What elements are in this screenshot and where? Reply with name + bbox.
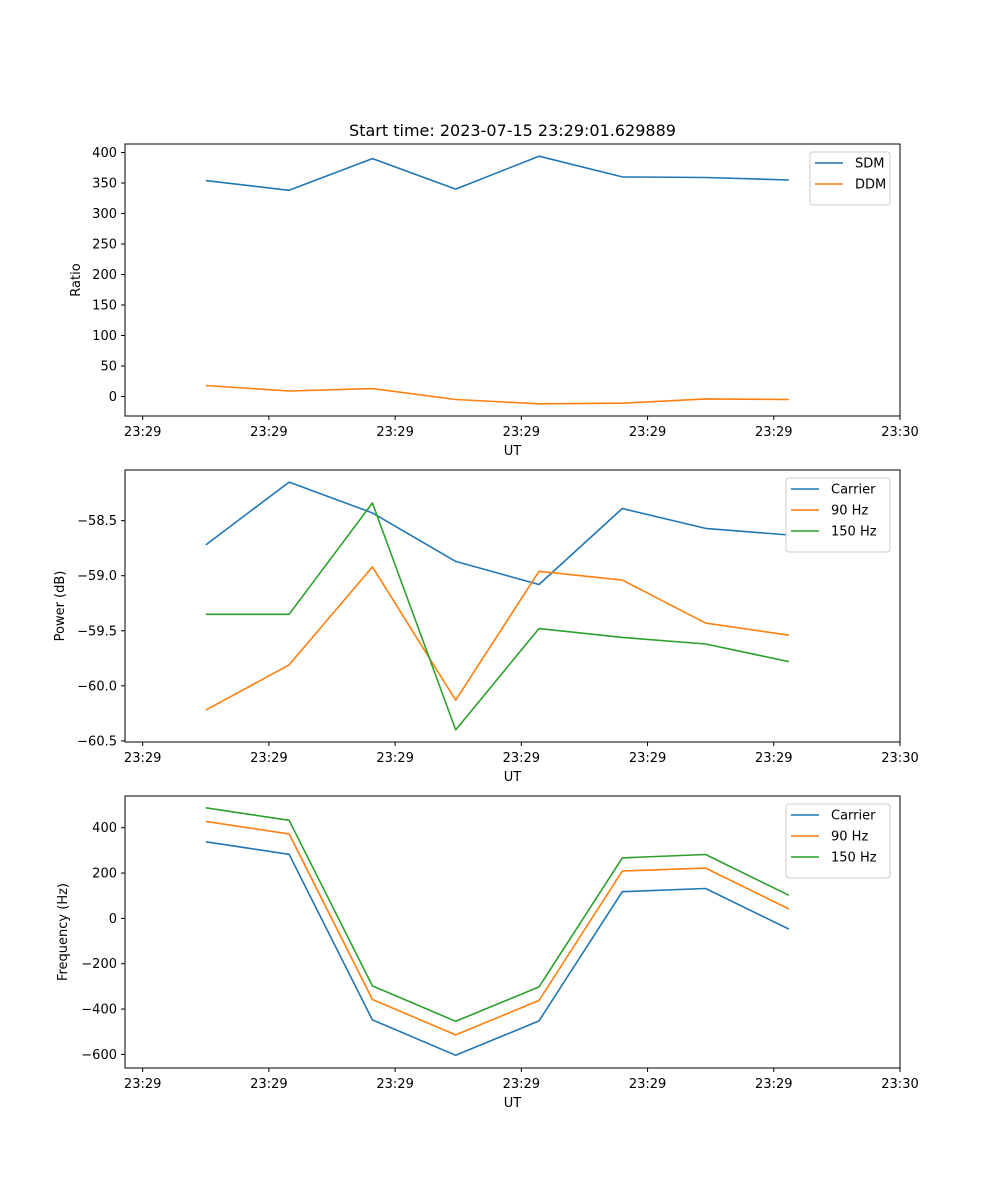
y-axis-label: Frequency (Hz) [56, 883, 71, 981]
y-tick-label: 250 [92, 238, 117, 253]
y-tick-label: −58.5 [77, 514, 117, 529]
y-tick-label: −59.0 [77, 569, 117, 584]
y-tick-label: −200 [81, 957, 117, 972]
y-tick-label: 200 [92, 268, 117, 283]
x-tick-label: 23:29 [124, 425, 161, 440]
legend-box [785, 477, 891, 553]
axes-frame [124, 143, 901, 417]
axes-frame [124, 469, 901, 743]
series-line-carrier [205, 841, 790, 1057]
x-tick-label: 23:29 [755, 425, 792, 440]
series-line-carrier [205, 481, 789, 586]
series-line-150-hz [205, 502, 790, 731]
y-tick-label: 300 [92, 207, 117, 222]
legend-box [809, 151, 891, 206]
legend-label: Carrier [831, 809, 876, 824]
x-tick-label: 23:30 [881, 1077, 918, 1092]
x-tick-label: 23:29 [629, 425, 666, 440]
y-tick-label: −600 [81, 1048, 117, 1063]
x-tick-label: 23:29 [250, 425, 287, 440]
x-tick-label: 23:29 [503, 425, 540, 440]
legend-box [785, 803, 891, 879]
legend-label: 150 Hz [831, 525, 877, 540]
y-tick-label: −400 [81, 1003, 117, 1018]
y-tick-label: 50 [100, 359, 117, 374]
x-axis-label: UT [504, 770, 522, 785]
legend-label: 90 Hz [831, 504, 868, 519]
x-tick-label: 23:29 [503, 1077, 540, 1092]
chart-title: Start time: 2023-07-15 23:29:01.629889 [349, 121, 676, 140]
y-tick-label: 400 [92, 821, 117, 836]
subplot-3: 23:29 23:29 23:29 23:29 23:29 23:29 23:30 −600 −… [56, 795, 919, 1111]
x-axis-label: UT [504, 444, 522, 459]
x-tick-label: 23:29 [503, 751, 540, 766]
x-tick-label: 23:30 [881, 425, 918, 440]
y-tick-label: −60.0 [77, 679, 117, 694]
y-tick-label: −59.5 [77, 624, 117, 639]
x-tick-label: 23:29 [376, 1077, 413, 1092]
legend-label: 90 Hz [831, 830, 868, 845]
x-axis-label: UT [504, 1096, 522, 1111]
axes-frame [124, 795, 901, 1069]
y-tick-label: 400 [92, 146, 117, 161]
y-tick-label: 100 [92, 329, 117, 344]
legend: Carrier 90 Hz 150 Hz [785, 477, 891, 553]
legend-label: Carrier [831, 483, 876, 498]
x-tick-label: 23:29 [376, 751, 413, 766]
legend-label: DDM [855, 178, 886, 193]
y-axis-label: Power (dB) [53, 571, 68, 642]
y-tick-label: 350 [92, 177, 117, 192]
x-tick-label: 23:29 [755, 1077, 792, 1092]
y-tick-label: −60.5 [77, 734, 117, 749]
x-tick-label: 23:29 [376, 425, 413, 440]
y-tick-label: 200 [92, 867, 117, 882]
y-tick-label: 150 [92, 299, 117, 314]
x-tick-label: 23:29 [124, 1077, 161, 1092]
legend: SDM DDM [809, 151, 891, 206]
series-line-150-hz [205, 807, 790, 1023]
subplot-2: 23:29 23:29 23:29 23:29 23:29 23:29 23:30 −60.5… [53, 469, 919, 785]
series-line-90-hz [205, 820, 790, 1036]
x-tick-label: 23:29 [629, 751, 666, 766]
series-line-ddm [205, 384, 789, 405]
y-tick-label: 0 [109, 390, 117, 405]
x-tick-label: 23:29 [250, 751, 287, 766]
x-tick-label: 23:29 [124, 751, 161, 766]
y-tick-label: 0 [109, 912, 117, 927]
legend-label: 150 Hz [831, 851, 877, 866]
series-line-sdm [205, 155, 789, 192]
x-tick-label: 23:29 [250, 1077, 287, 1092]
x-tick-label: 23:30 [881, 751, 918, 766]
subplot-1: Start time: 2023-07-15 23:29:01.629889 23… [69, 121, 919, 459]
legend-label: SDM [855, 157, 884, 172]
x-tick-label: 23:29 [629, 1077, 666, 1092]
legend: Carrier 90 Hz 150 Hz [785, 803, 891, 879]
series-line-90-hz [205, 566, 790, 711]
x-tick-label: 23:29 [755, 751, 792, 766]
y-axis-label: Ratio [69, 263, 84, 296]
